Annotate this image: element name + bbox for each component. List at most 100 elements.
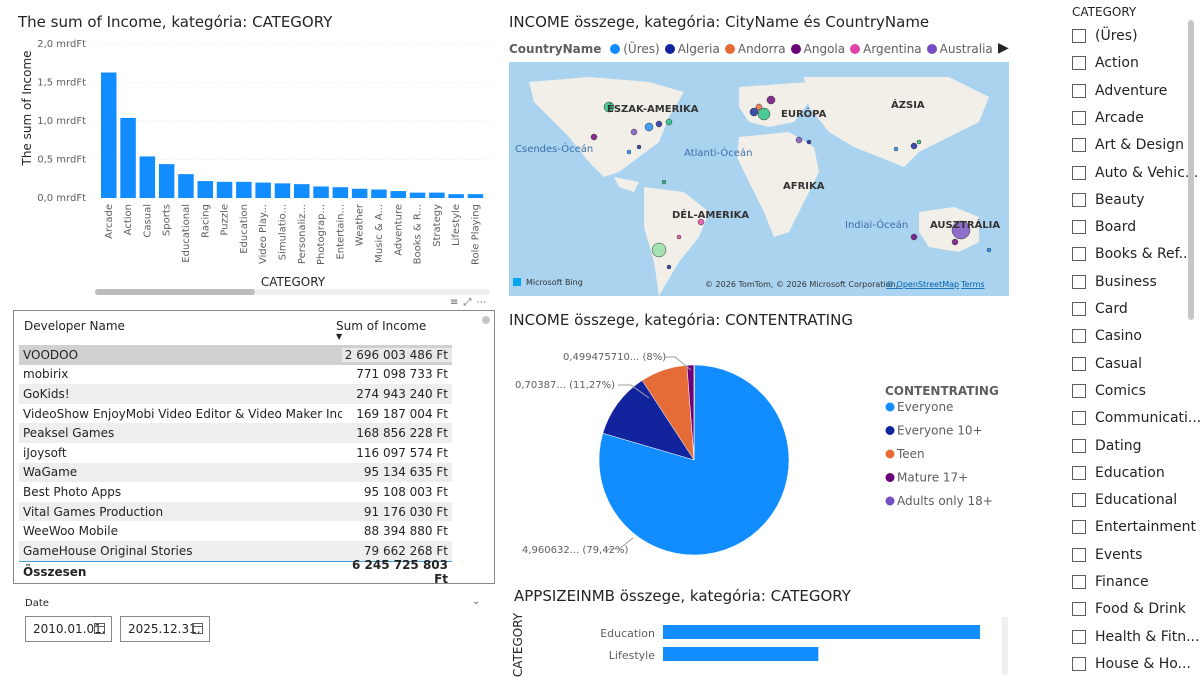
sort-desc-icon[interactable]: ▼ bbox=[336, 332, 343, 341]
table-scrollbar-thumb[interactable] bbox=[482, 316, 490, 324]
more-options-icon[interactable]: ⋯ bbox=[476, 297, 492, 308]
map-point[interactable] bbox=[755, 103, 763, 111]
appsize-scrollbar[interactable] bbox=[1002, 617, 1008, 675]
date-to-input[interactable]: 2025.12.31. bbox=[120, 616, 210, 642]
map-point[interactable] bbox=[893, 146, 899, 152]
contentrating-pie-chart[interactable]: 0,499475710... (8%) 0,70387... (11,27%) … bbox=[509, 330, 1009, 570]
slicer-item[interactable]: Action bbox=[1072, 53, 1139, 73]
map-point[interactable] bbox=[795, 136, 803, 144]
calendar-icon[interactable] bbox=[192, 623, 203, 634]
slicer-item[interactable]: House & Ho... bbox=[1072, 654, 1191, 674]
slicer-item[interactable]: Education bbox=[1072, 463, 1165, 483]
table-row[interactable]: Best Photo Apps 95 108 003 Ft bbox=[19, 482, 452, 502]
bar-1[interactable] bbox=[120, 117, 136, 198]
bar-14[interactable] bbox=[371, 189, 387, 198]
calendar-icon[interactable] bbox=[94, 623, 105, 634]
map-point[interactable] bbox=[626, 149, 632, 155]
slicer-item[interactable]: Art & Design bbox=[1072, 135, 1184, 155]
slicer-item[interactable]: Card bbox=[1072, 299, 1128, 319]
table-row[interactable]: VOODOO 2 696 003 486 Ft bbox=[19, 345, 452, 365]
table-row[interactable]: Vital Games Production 91 176 030 Ft bbox=[19, 501, 452, 522]
checkbox[interactable] bbox=[1072, 656, 1086, 671]
bar-12[interactable] bbox=[332, 187, 349, 198]
slicer-item[interactable]: Comics bbox=[1072, 381, 1146, 401]
pie-slice-1[interactable] bbox=[602, 380, 695, 461]
bar-13[interactable] bbox=[351, 188, 368, 198]
map-point[interactable] bbox=[951, 238, 959, 246]
checkbox[interactable] bbox=[1072, 383, 1086, 398]
appsize-bar[interactable] bbox=[663, 647, 819, 661]
slicer-item[interactable]: Board bbox=[1072, 217, 1136, 237]
checkbox[interactable] bbox=[1072, 629, 1086, 644]
chevron-down-icon[interactable]: ⌄ bbox=[472, 596, 481, 607]
checkbox[interactable] bbox=[1072, 575, 1086, 589]
map-point[interactable] bbox=[630, 128, 638, 136]
map-legend-item[interactable]: (Üres) bbox=[610, 42, 660, 56]
slicer-item[interactable]: Communicati... bbox=[1072, 408, 1200, 428]
pie-legend-label[interactable]: Teen bbox=[896, 447, 925, 461]
map-point[interactable] bbox=[655, 120, 663, 128]
map-point[interactable] bbox=[636, 144, 642, 150]
checkbox[interactable] bbox=[1072, 547, 1086, 562]
checkbox[interactable] bbox=[1072, 356, 1086, 371]
legend-next-arrow-icon[interactable]: ▶ bbox=[998, 40, 1009, 56]
map-legend-item[interactable]: Angola bbox=[790, 42, 845, 56]
bar-19[interactable] bbox=[467, 194, 484, 198]
map-point[interactable] bbox=[806, 139, 812, 145]
slicer-item[interactable]: Casino bbox=[1072, 326, 1142, 346]
bar-8[interactable] bbox=[255, 182, 271, 198]
map-point[interactable] bbox=[665, 118, 673, 126]
map-point[interactable] bbox=[910, 142, 918, 150]
slicer-item[interactable]: Finance bbox=[1072, 572, 1149, 592]
bar-15[interactable] bbox=[390, 191, 407, 198]
slicer-item[interactable]: Educational bbox=[1072, 490, 1177, 510]
checkbox[interactable] bbox=[1072, 165, 1086, 180]
map-point[interactable] bbox=[916, 139, 922, 145]
checkbox[interactable] bbox=[1072, 465, 1086, 480]
map-legend-item[interactable]: Andorra bbox=[724, 42, 786, 56]
slicer-item[interactable]: Health & Fitn... bbox=[1072, 627, 1199, 647]
slicer-item[interactable]: (Üres) bbox=[1072, 26, 1138, 46]
map-legend-item[interactable]: Australia bbox=[926, 42, 993, 56]
map-point[interactable] bbox=[661, 179, 667, 185]
slicer-item[interactable]: Dating bbox=[1072, 436, 1142, 456]
bar-6[interactable] bbox=[216, 181, 233, 198]
bar-10[interactable] bbox=[294, 184, 310, 198]
slicer-item[interactable]: Books & Ref... bbox=[1072, 244, 1192, 264]
checkbox[interactable] bbox=[1072, 192, 1086, 207]
checkbox[interactable] bbox=[1072, 220, 1086, 235]
bar-3[interactable] bbox=[158, 164, 175, 198]
pie-slice-4[interactable] bbox=[693, 364, 695, 461]
map-point[interactable] bbox=[749, 107, 759, 117]
slicer-scrollbar-thumb[interactable] bbox=[1188, 20, 1194, 320]
bar-2[interactable] bbox=[139, 156, 156, 198]
slicer-item[interactable]: Auto & Vehic... bbox=[1072, 163, 1198, 183]
osm-link[interactable]: © OpenStreetMap bbox=[886, 280, 959, 289]
checkbox[interactable] bbox=[1072, 493, 1086, 508]
bar-0[interactable] bbox=[101, 72, 117, 198]
checkbox[interactable] bbox=[1072, 329, 1086, 344]
slicer-item[interactable]: Beauty bbox=[1072, 190, 1144, 210]
slicer-item[interactable]: Arcade bbox=[1072, 108, 1144, 128]
map-point[interactable] bbox=[757, 107, 771, 121]
checkbox[interactable] bbox=[1072, 411, 1086, 426]
map-point[interactable] bbox=[651, 242, 667, 258]
column-header-sum-of-income[interactable]: Sum of Income bbox=[336, 319, 427, 333]
column-header-developer-name[interactable]: Developer Name bbox=[24, 319, 125, 333]
pie-legend-label[interactable]: Adults only 18+ bbox=[897, 494, 993, 508]
checkbox[interactable] bbox=[1072, 274, 1086, 289]
map-point[interactable] bbox=[910, 233, 918, 241]
checkbox[interactable] bbox=[1072, 247, 1086, 262]
table-row[interactable]: GameHouse Original Stories 79 662 268 Ft bbox=[19, 540, 452, 561]
checkbox[interactable] bbox=[1072, 438, 1086, 453]
pie-legend-label[interactable]: Everyone bbox=[897, 400, 953, 414]
pie-legend-label[interactable]: Everyone 10+ bbox=[897, 424, 983, 438]
slicer-item[interactable]: Events bbox=[1072, 545, 1142, 565]
table-row[interactable]: GoKids! 274 943 240 Ft bbox=[19, 384, 452, 404]
checkbox[interactable] bbox=[1072, 110, 1086, 125]
table-row[interactable]: mobirix 771 098 733 Ft bbox=[19, 365, 452, 385]
map-point[interactable] bbox=[603, 101, 615, 113]
pie-legend-label[interactable]: Mature 17+ bbox=[897, 471, 968, 485]
bar-5[interactable] bbox=[197, 181, 214, 198]
map-point[interactable] bbox=[951, 220, 971, 240]
